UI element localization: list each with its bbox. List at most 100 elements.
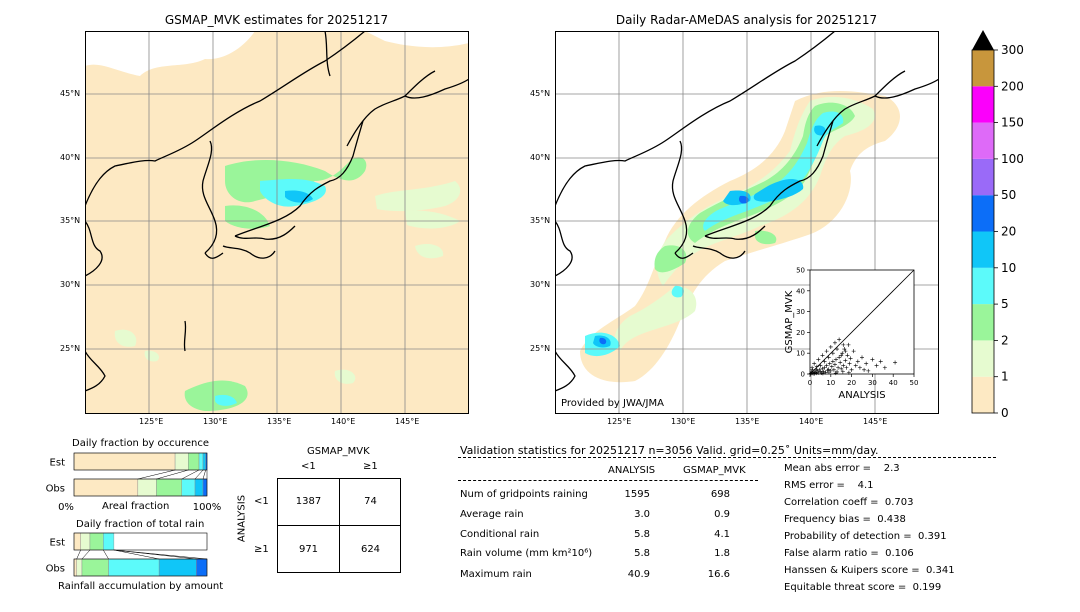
colorbar-segment xyxy=(972,340,994,377)
score-line: RMS error = 4.1 xyxy=(784,480,874,491)
stat-row-label: Num of gridpoints raining xyxy=(460,489,588,500)
bar-segment xyxy=(89,532,104,551)
colorbar-segment xyxy=(972,231,994,268)
score-line: Equitable threat score = 0.199 xyxy=(784,582,942,593)
scatter-xtick-label: 50 xyxy=(910,379,919,387)
scatter-point xyxy=(820,366,825,371)
scatter-point xyxy=(812,371,817,376)
scatter-point xyxy=(834,357,838,362)
colorbar-tick-label: 2 xyxy=(1001,333,1009,347)
right-lon-135: 135°E xyxy=(735,417,760,426)
bar-frame xyxy=(73,532,208,551)
scatter-point xyxy=(870,357,875,362)
scatter-point xyxy=(826,355,831,360)
scatter-point xyxy=(818,363,823,368)
scatter-point xyxy=(827,361,832,366)
bar-xtick-label: 0% xyxy=(58,502,74,513)
bar-xtick-label: 100% xyxy=(193,502,222,513)
scatter-point xyxy=(822,359,827,364)
scatter-xtick-label: 0 xyxy=(808,379,812,387)
scatter-point xyxy=(835,347,840,352)
bar-segment xyxy=(137,478,157,497)
scatter-point xyxy=(833,371,838,376)
scatter-point xyxy=(866,368,871,373)
bar-segment xyxy=(73,452,176,471)
scatter-xtick-label: 20 xyxy=(847,379,856,387)
scatter-point xyxy=(855,359,860,364)
bar-frame xyxy=(73,452,208,471)
colorbar: 0 1 2 5 10 20 50 100 150 200 300 xyxy=(971,30,1024,420)
bar-category-label: Obs xyxy=(46,564,65,575)
right-lat-30: 30°N xyxy=(530,280,551,289)
right-lat-35: 35°N xyxy=(530,216,551,225)
scatter-point xyxy=(814,364,819,369)
contingency-row-axis: ANALYSIS xyxy=(236,494,248,543)
colorbar-tick-label: 1 xyxy=(1001,370,1009,384)
left-lat-25: 25°N xyxy=(60,344,81,353)
colorbar-segment xyxy=(972,122,994,159)
scatter-point xyxy=(844,365,849,370)
left-lon-125: 125°E xyxy=(139,417,164,426)
scatter-point xyxy=(831,367,836,372)
validation-col-analysis: ANALYSIS xyxy=(608,465,656,476)
score-line: False alarm ratio = 0.106 xyxy=(784,548,914,559)
left-coastlines xyxy=(85,31,469,392)
right-lon-145: 145°E xyxy=(863,417,888,426)
scatter-point xyxy=(836,365,841,370)
scatter-ylabel: GSMAP_MVK xyxy=(784,290,795,353)
occurrence-xlabel: Areal fraction xyxy=(102,501,170,512)
scatter-point xyxy=(893,360,898,365)
scatter-point xyxy=(843,358,848,363)
scatter-point xyxy=(820,371,825,376)
bar-connector xyxy=(156,469,189,480)
left-missing-area xyxy=(85,31,255,76)
bar-connector xyxy=(113,549,160,560)
bar-connector xyxy=(76,549,81,560)
left-lat-45: 45°N xyxy=(60,89,81,98)
scatter-point xyxy=(832,362,837,367)
scatter-point xyxy=(862,367,867,372)
left-map: 45°N xyxy=(85,31,469,414)
bar-segment xyxy=(80,532,91,551)
colorbar-segment xyxy=(972,195,994,232)
validation-header: Validation statistics for 20251217 n=305… xyxy=(460,444,879,457)
bar-connector xyxy=(113,549,208,560)
bar-segment xyxy=(156,478,182,497)
colorbar-segment xyxy=(972,158,994,196)
scatter-point xyxy=(849,367,854,372)
scatter-point xyxy=(824,363,829,368)
contingency-cell-d: 624 xyxy=(360,544,381,555)
contingency-cell-a: 1387 xyxy=(295,496,322,507)
bar-segment xyxy=(73,532,81,551)
scatter-ytick-label: 50 xyxy=(796,267,805,275)
right-lon-125: 125°E xyxy=(607,417,632,426)
stat-row-label: Maximum rain xyxy=(460,569,532,580)
scatter-point xyxy=(882,365,887,370)
scatter-point xyxy=(837,337,842,342)
contingency-grid: 1387 74 971 624 xyxy=(277,478,401,573)
scatter-point xyxy=(821,369,826,374)
colorbar-segment xyxy=(972,86,994,123)
contingency-col-lt1: <1 xyxy=(301,461,316,472)
left-missing-area-2 xyxy=(365,31,469,48)
bar-segment xyxy=(188,452,200,471)
bar-segment xyxy=(73,558,77,577)
scatter-point xyxy=(822,365,827,370)
scatter-point xyxy=(830,359,835,364)
scatter-point xyxy=(845,353,850,358)
bar-frame xyxy=(73,478,208,497)
scatter-xtick-label: 30 xyxy=(868,379,877,387)
left-lon-135: 135°E xyxy=(267,417,292,426)
colorbar-tick-label: 150 xyxy=(1001,116,1024,130)
bar-connector xyxy=(202,469,206,480)
stat-row-analysis: 5.8 xyxy=(634,548,650,559)
scatter-point xyxy=(853,363,858,368)
scatter-point xyxy=(848,356,853,361)
bar-connector xyxy=(137,469,176,480)
scatter-ytick-label: 20 xyxy=(796,329,805,337)
score-line: Probability of detection = 0.391 xyxy=(784,531,947,542)
colorbar-tick-label: 10 xyxy=(1001,261,1016,275)
scatter-plot: 0 10 20 30 40 50 0 10 20 30 40 50 ANALYSIS GSMAP_MVK xyxy=(784,267,919,402)
bar-category-label: Est xyxy=(50,458,66,469)
bar-connector xyxy=(181,469,200,480)
